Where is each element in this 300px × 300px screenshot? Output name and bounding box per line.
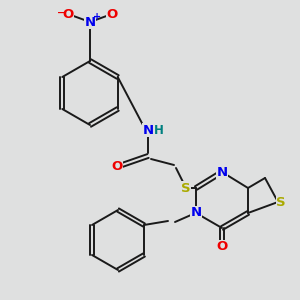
Text: +: +	[93, 12, 101, 22]
Text: S: S	[181, 182, 191, 194]
Text: O: O	[62, 8, 74, 20]
Text: H: H	[154, 124, 164, 137]
Text: N: N	[216, 166, 228, 178]
Text: O: O	[106, 8, 118, 20]
Text: −: −	[57, 8, 65, 18]
Text: N: N	[190, 206, 202, 220]
Text: O: O	[216, 241, 228, 254]
Text: S: S	[276, 196, 286, 208]
Text: N: N	[84, 16, 96, 28]
Text: O: O	[111, 160, 123, 172]
Text: N: N	[142, 124, 154, 136]
